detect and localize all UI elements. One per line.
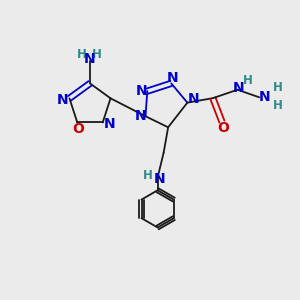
Text: H: H [243, 74, 253, 87]
Text: N: N [84, 52, 96, 66]
Text: N: N [57, 93, 69, 107]
Text: N: N [188, 92, 200, 106]
Text: H: H [77, 48, 86, 61]
Text: N: N [167, 71, 178, 85]
Text: H: H [92, 48, 101, 61]
Text: O: O [72, 122, 84, 136]
Text: N: N [136, 83, 148, 98]
Text: H: H [273, 81, 283, 94]
Text: N: N [259, 90, 270, 104]
Text: O: O [218, 121, 229, 134]
Text: N: N [134, 109, 146, 123]
Text: N: N [153, 172, 165, 186]
Text: N: N [233, 81, 245, 95]
Text: H: H [143, 169, 153, 182]
Text: N: N [103, 117, 115, 131]
Text: H: H [273, 99, 283, 112]
